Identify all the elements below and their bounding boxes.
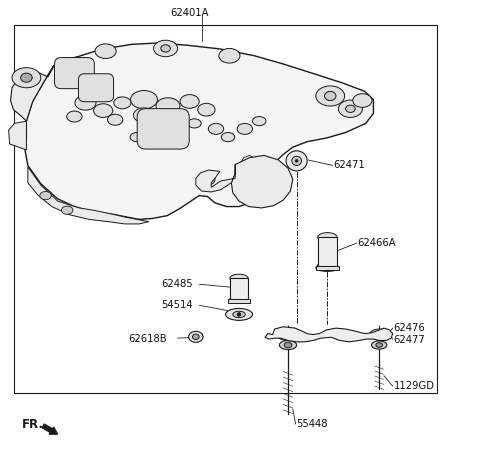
Ellipse shape [133, 108, 155, 122]
Ellipse shape [131, 90, 157, 109]
Ellipse shape [254, 175, 272, 188]
FancyBboxPatch shape [55, 58, 94, 89]
Ellipse shape [161, 45, 170, 52]
Text: 62618B: 62618B [129, 334, 167, 344]
Ellipse shape [114, 97, 131, 109]
Ellipse shape [241, 167, 285, 197]
FancyArrow shape [42, 424, 58, 434]
Polygon shape [9, 121, 26, 150]
Ellipse shape [221, 133, 235, 142]
Bar [316, 266, 339, 270]
Text: 62477: 62477 [394, 335, 425, 345]
Ellipse shape [375, 332, 383, 337]
Bar [230, 278, 248, 299]
Ellipse shape [237, 313, 241, 316]
Ellipse shape [198, 103, 215, 116]
Ellipse shape [180, 95, 199, 108]
Ellipse shape [230, 295, 248, 303]
Bar [14, 25, 437, 393]
Ellipse shape [295, 159, 298, 162]
Ellipse shape [318, 233, 337, 242]
Ellipse shape [189, 331, 203, 342]
Ellipse shape [154, 40, 178, 57]
Ellipse shape [237, 123, 252, 134]
Polygon shape [11, 66, 54, 121]
Text: 62476: 62476 [394, 323, 425, 333]
Text: FR.: FR. [22, 418, 44, 430]
Ellipse shape [233, 311, 245, 318]
Ellipse shape [276, 329, 300, 340]
Text: 62401A: 62401A [170, 8, 209, 18]
Ellipse shape [94, 104, 113, 117]
Ellipse shape [338, 100, 362, 117]
Ellipse shape [318, 261, 337, 270]
Ellipse shape [156, 98, 180, 114]
Ellipse shape [353, 94, 372, 107]
Text: 1129GD: 1129GD [394, 381, 434, 391]
Ellipse shape [192, 334, 199, 340]
Polygon shape [196, 165, 235, 192]
Ellipse shape [12, 68, 41, 88]
Ellipse shape [279, 340, 297, 350]
Ellipse shape [67, 111, 82, 122]
Ellipse shape [156, 111, 175, 125]
Ellipse shape [40, 191, 51, 200]
Ellipse shape [230, 274, 248, 282]
Ellipse shape [370, 329, 389, 340]
Ellipse shape [61, 206, 73, 214]
Ellipse shape [75, 96, 96, 110]
Ellipse shape [376, 343, 383, 347]
FancyBboxPatch shape [137, 109, 189, 149]
Bar [318, 237, 337, 266]
Ellipse shape [95, 44, 116, 58]
Ellipse shape [292, 156, 301, 165]
Ellipse shape [316, 86, 345, 106]
Bar [228, 299, 250, 303]
Ellipse shape [316, 264, 339, 271]
Ellipse shape [108, 114, 123, 125]
Ellipse shape [286, 151, 307, 171]
Text: 62485: 62485 [161, 279, 192, 289]
Ellipse shape [346, 105, 355, 112]
Ellipse shape [198, 173, 215, 186]
Ellipse shape [283, 331, 293, 338]
Ellipse shape [372, 341, 387, 349]
Text: 62471: 62471 [334, 160, 365, 170]
Ellipse shape [21, 73, 32, 82]
Ellipse shape [219, 48, 240, 63]
Ellipse shape [252, 117, 266, 126]
Text: 55448: 55448 [297, 419, 328, 429]
Ellipse shape [188, 119, 201, 128]
Polygon shape [265, 327, 393, 342]
Ellipse shape [226, 308, 252, 320]
Ellipse shape [324, 91, 336, 101]
Text: 62466A: 62466A [358, 238, 396, 248]
Ellipse shape [208, 123, 224, 134]
Text: 54514: 54514 [161, 300, 192, 310]
Polygon shape [28, 167, 149, 224]
Polygon shape [25, 43, 373, 219]
Ellipse shape [130, 133, 144, 142]
Ellipse shape [284, 342, 292, 348]
FancyBboxPatch shape [78, 74, 114, 102]
Polygon shape [231, 155, 293, 208]
